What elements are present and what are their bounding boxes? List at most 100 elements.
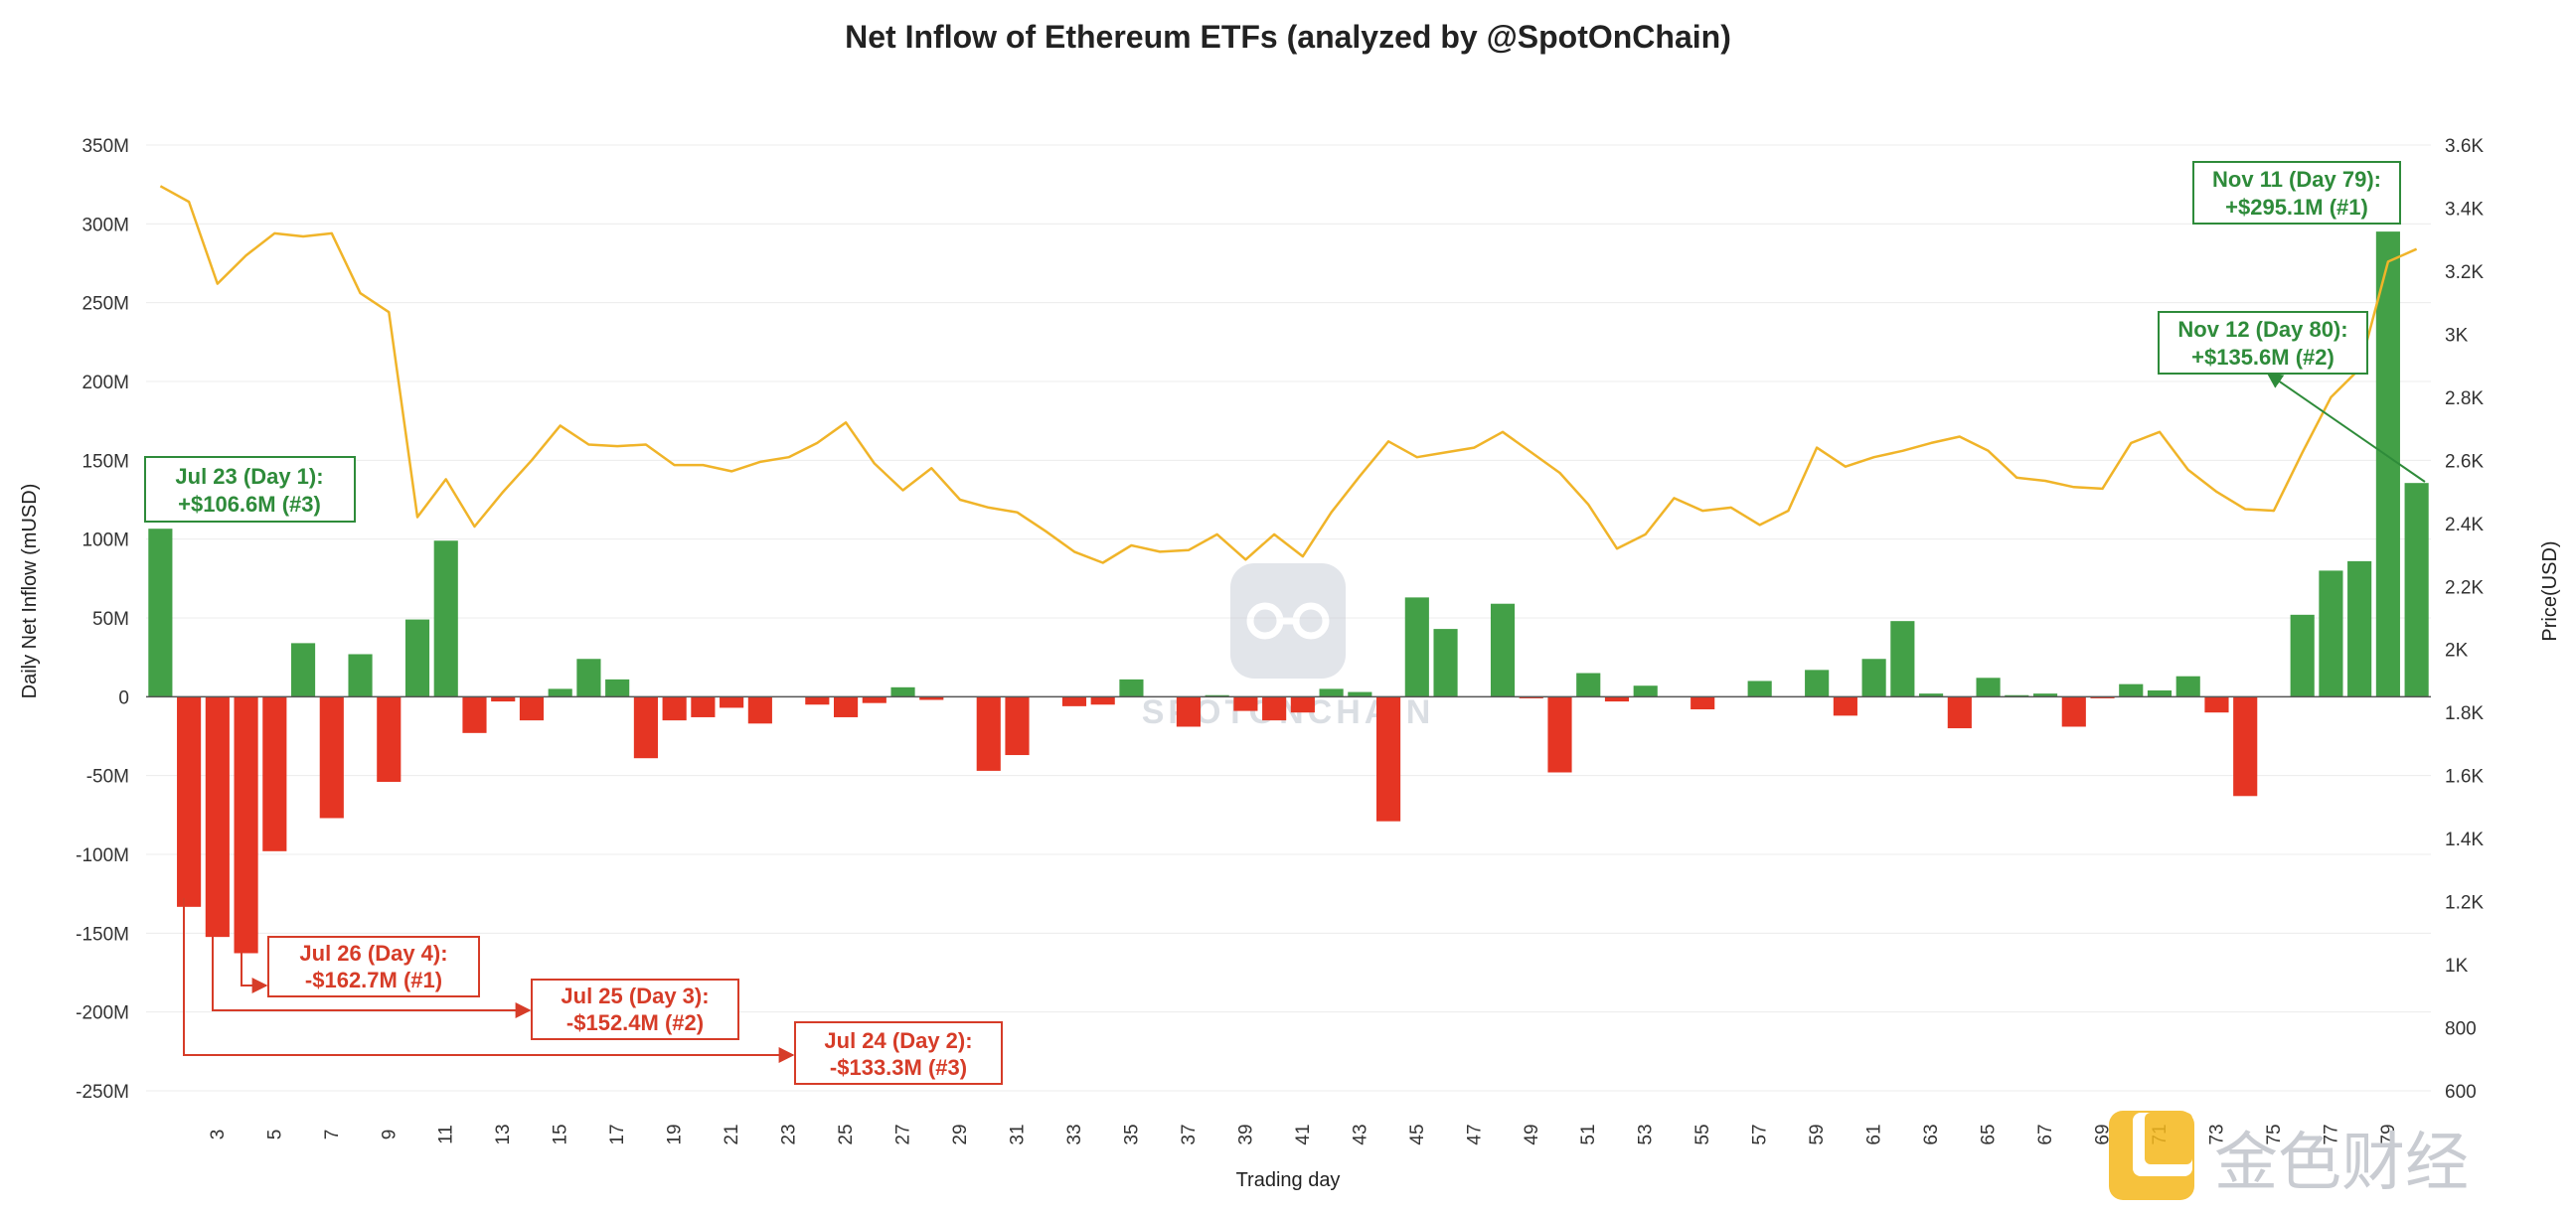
x-tick-label: 47 xyxy=(1464,1124,1485,1144)
x-tick-label: 5 xyxy=(264,1130,285,1140)
bar-day-14 xyxy=(519,696,545,721)
x-tick-label: 43 xyxy=(1350,1124,1370,1144)
bar-day-1 xyxy=(148,529,173,697)
bar-day-8 xyxy=(348,654,373,697)
bar-day-13 xyxy=(491,696,516,702)
bar-day-44 xyxy=(1376,696,1401,822)
x-tick-label: 17 xyxy=(607,1124,628,1144)
annotation-day4: Jul 26 (Day 4): -$162.7M (#1) xyxy=(267,936,480,997)
bar-day-53 xyxy=(1633,685,1658,697)
x-tick-label: 57 xyxy=(1750,1124,1771,1144)
y2-tick-label: 3.6K xyxy=(2445,136,2484,157)
bar-day-55 xyxy=(1690,696,1715,710)
x-tick-label: 29 xyxy=(950,1124,971,1144)
connector-day3 xyxy=(212,936,532,1018)
annotation-day4-line2: -$162.7M (#1) xyxy=(305,968,442,992)
y-tick-label: 200M xyxy=(81,373,129,393)
x-tick-label: 69 xyxy=(2093,1124,2114,1144)
x-tick-label: 41 xyxy=(1293,1124,1314,1144)
x-tick-label: 3 xyxy=(208,1130,229,1140)
x-tick-label: 15 xyxy=(551,1124,571,1144)
bar-day-3 xyxy=(205,696,230,938)
bar-day-6 xyxy=(290,643,316,697)
x-tick-label: 55 xyxy=(1692,1124,1713,1144)
bar-day-33 xyxy=(1061,696,1087,706)
y2-tick-label: 1K xyxy=(2445,956,2469,977)
y2-tick-label: 600 xyxy=(2445,1082,2477,1103)
x-tick-label: 39 xyxy=(1235,1124,1256,1144)
y-tick-label: 250M xyxy=(81,294,129,315)
x-axis-ticks: 3 5 7 9 11 13 15 17 19 21 23 25 27 29 31 33 35 37 39 41 43 45… xyxy=(208,1124,2399,1144)
x-tick-label: 13 xyxy=(493,1124,514,1144)
x-tick-label: 9 xyxy=(379,1130,400,1140)
jinse-logo-icon xyxy=(2109,1111,2194,1200)
connector-day2 xyxy=(183,898,795,1063)
bar-day-38 xyxy=(1205,694,1229,697)
bar-day-24 xyxy=(805,696,830,705)
bar-day-4 xyxy=(234,696,258,954)
bar-day-78 xyxy=(2347,560,2372,697)
bar-day-61 xyxy=(1861,659,1886,697)
y-axis-ticks: -250M -200M -150M -100M -50M 0 50M 100M 150M 200M… xyxy=(76,136,129,1103)
x-tick-label: 61 xyxy=(1864,1124,1885,1144)
bar-day-39 xyxy=(1233,696,1258,711)
y2-tick-label: 1.6K xyxy=(2445,767,2484,788)
y-tick-label: -150M xyxy=(76,924,129,945)
annotation-day4-line1: Jul 26 (Day 4): xyxy=(299,941,447,966)
bar-day-67 xyxy=(2032,693,2058,697)
bar-day-25 xyxy=(833,696,859,717)
x-tick-label: 51 xyxy=(1578,1124,1599,1144)
bar-day-45 xyxy=(1404,597,1429,697)
annotation-day79-line1: Nov 11 (Day 79): xyxy=(2212,167,2381,192)
connector-day80 xyxy=(2266,373,2426,483)
y2-tick-label: 1.2K xyxy=(2445,893,2484,914)
bar-day-52 xyxy=(1604,696,1630,702)
bar-day-20 xyxy=(691,696,716,717)
bar-day-2 xyxy=(177,696,202,907)
y2-tick-label: 2.4K xyxy=(2445,515,2484,535)
x-tick-label: 21 xyxy=(722,1124,742,1144)
bar-day-77 xyxy=(2319,570,2343,697)
bar-day-72 xyxy=(2175,676,2200,697)
bar-day-57 xyxy=(1747,681,1772,697)
bar-day-66 xyxy=(2005,694,2029,697)
y-tick-label: 350M xyxy=(81,136,129,157)
x-tick-label: 73 xyxy=(2207,1124,2228,1144)
spotonchain-logo-icon xyxy=(1230,563,1346,679)
x-tick-label: 11 xyxy=(436,1125,457,1144)
y-tick-label: 50M xyxy=(92,609,129,630)
bar-day-43 xyxy=(1348,691,1372,697)
y-tick-label: -50M xyxy=(86,767,129,788)
bar-day-27 xyxy=(890,686,915,697)
y2-tick-label: 2.2K xyxy=(2445,577,2484,598)
x-tick-label: 59 xyxy=(1807,1124,1828,1144)
bar-day-17 xyxy=(605,679,630,697)
bar-day-62 xyxy=(1890,621,1915,697)
inflow-bars xyxy=(148,231,2429,954)
bar-day-41 xyxy=(1290,696,1315,713)
annotation-day1-line1: Jul 23 (Day 1): xyxy=(175,464,323,489)
x-tick-label: 49 xyxy=(1522,1124,1542,1144)
bar-day-42 xyxy=(1319,688,1344,697)
bar-day-74 xyxy=(2233,696,2258,797)
y-tick-label: 0 xyxy=(118,687,129,708)
bar-day-70 xyxy=(2119,683,2144,697)
y-tick-label: 150M xyxy=(81,451,129,472)
x-axis-label: Trading day xyxy=(1236,1169,1341,1191)
bar-day-50 xyxy=(1547,696,1572,773)
bar-day-18 xyxy=(633,696,658,759)
y2-tick-label: 2.8K xyxy=(2445,388,2484,409)
bar-day-22 xyxy=(747,696,772,724)
annotation-day1-line2: +$106.6M (#3) xyxy=(178,492,321,517)
bar-day-68 xyxy=(2061,696,2086,727)
y2-axis-ticks: 600 800 1K 1.2K 1.4K 1.6K 1.8K 2K 2.2K 2.4K 2.6K 2.… xyxy=(2445,136,2484,1103)
chart-title: Net Inflow of Ethereum ETFs (analyzed by… xyxy=(845,19,1731,55)
annotation-day79-line2: +$295.1M (#1) xyxy=(2225,195,2368,220)
bar-day-49 xyxy=(1519,696,1543,698)
annotation-connectors xyxy=(183,373,2426,1063)
x-tick-label: 23 xyxy=(779,1124,800,1144)
y2-tick-label: 3.2K xyxy=(2445,262,2484,283)
x-tick-label: 53 xyxy=(1636,1124,1657,1144)
annotation-day2-line1: Jul 24 (Day 2): xyxy=(824,1028,972,1053)
bar-day-69 xyxy=(2090,696,2115,698)
